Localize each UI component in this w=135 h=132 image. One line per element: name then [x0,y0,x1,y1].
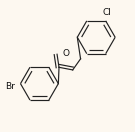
Text: Br: Br [5,82,15,91]
Text: Cl: Cl [103,8,112,17]
Text: O: O [62,49,69,58]
